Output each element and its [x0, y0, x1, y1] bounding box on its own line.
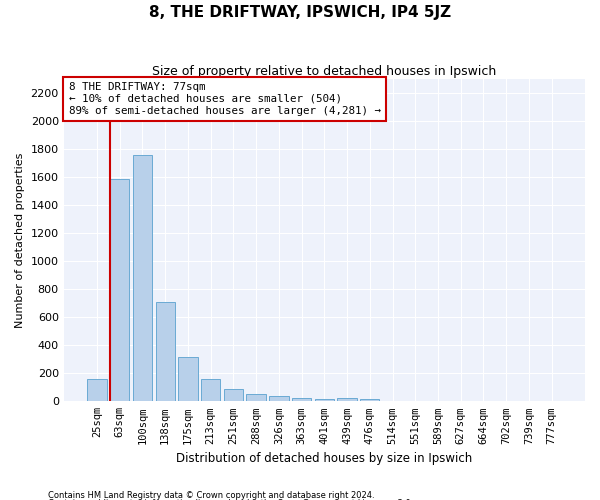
Y-axis label: Number of detached properties: Number of detached properties [15, 152, 25, 328]
Bar [337, 398, 357, 402]
Bar [133, 155, 152, 402]
Bar [110, 178, 130, 402]
Bar [292, 398, 311, 402]
Text: 8 THE DRIFTWAY: 77sqm
← 10% of detached houses are smaller (504)
89% of semi-det: 8 THE DRIFTWAY: 77sqm ← 10% of detached … [69, 82, 381, 116]
Bar [201, 379, 220, 402]
Bar [360, 398, 379, 402]
Bar [155, 302, 175, 402]
Bar [224, 389, 243, 402]
Bar [178, 357, 197, 402]
Bar [247, 394, 266, 402]
Bar [314, 398, 334, 402]
Text: 8, THE DRIFTWAY, IPSWICH, IP4 5JZ: 8, THE DRIFTWAY, IPSWICH, IP4 5JZ [149, 5, 451, 20]
Title: Size of property relative to detached houses in Ipswich: Size of property relative to detached ho… [152, 65, 496, 78]
Bar [269, 396, 289, 402]
X-axis label: Distribution of detached houses by size in Ipswich: Distribution of detached houses by size … [176, 452, 472, 465]
Bar [88, 379, 107, 402]
Text: Contains HM Land Registry data © Crown copyright and database right 2024.: Contains HM Land Registry data © Crown c… [48, 490, 374, 500]
